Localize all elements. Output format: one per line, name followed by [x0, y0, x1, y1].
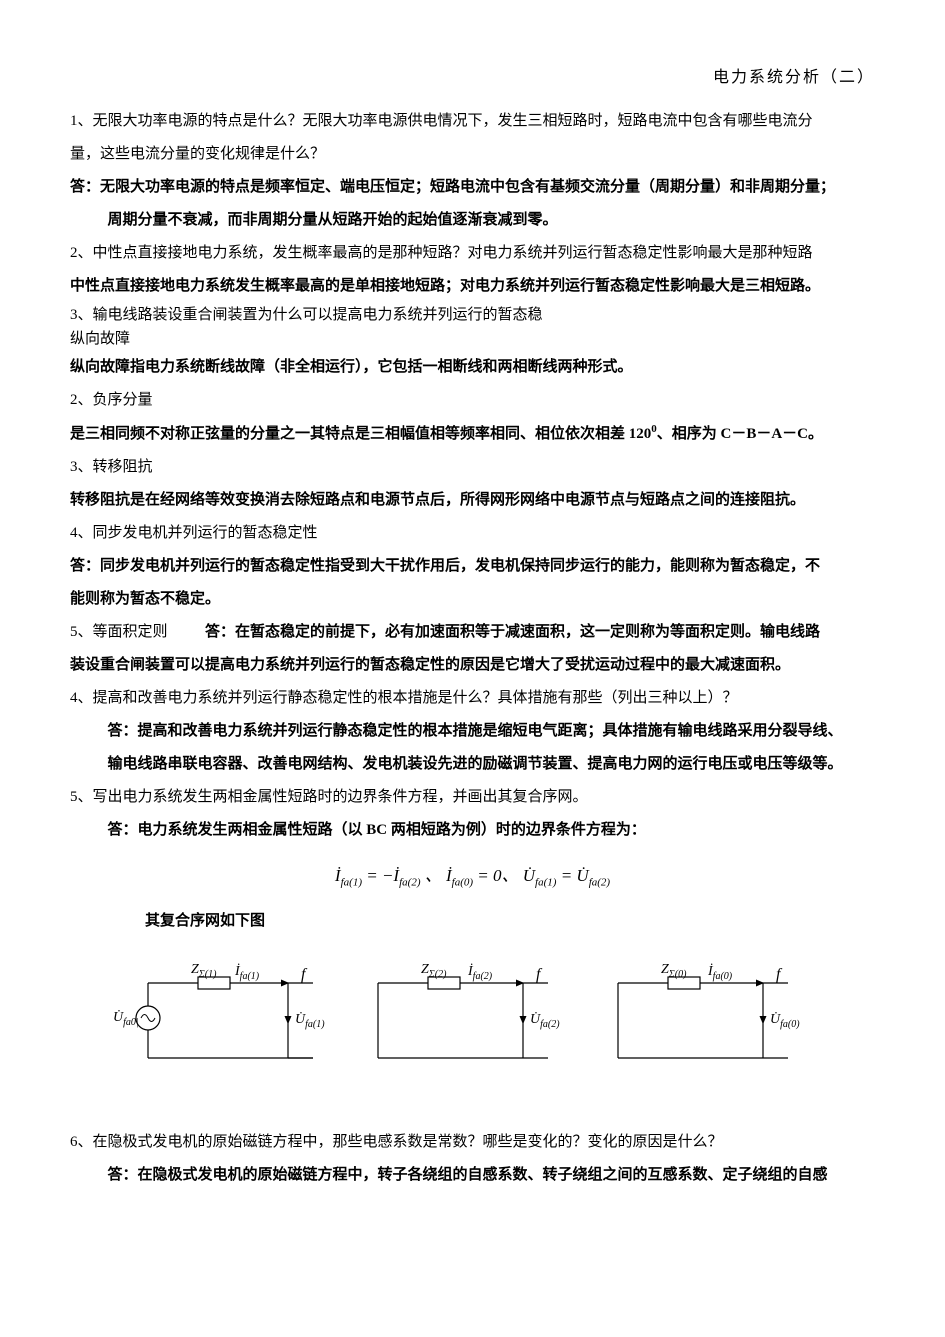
svg-text:İfa(1): İfa(1)	[234, 963, 260, 982]
q1-line2: 量，这些电流分量的变化规律是什么？	[70, 138, 875, 171]
formula-I1-sub: fa(1)	[341, 877, 362, 889]
formula-sep1: 、 İ	[425, 866, 452, 885]
q4-ans1: 答：提高和改善电力系统并列运行静态稳定性的根本措施是缩短电气距离；具体措施有输电…	[70, 715, 875, 748]
q4-line1: 4、提高和改善电力系统并列运行静态稳定性的根本措施是什么？具体措施有那些（列出三…	[70, 682, 875, 715]
q6-line1: 6、在隐极式发电机的原始磁链方程中，那些电感系数是常数？哪些是变化的？变化的原因…	[70, 1126, 875, 1159]
svg-text:ZΣ(1): ZΣ(1)	[191, 962, 217, 980]
def5-title-pre: 5、等面积定则	[70, 624, 168, 640]
svg-text:İfa(0): İfa(0)	[707, 963, 733, 982]
q6-ans1: 答：在隐极式发电机的原始磁链方程中，转子各绕组的自感系数、转子绕组之间的互感系数…	[70, 1159, 875, 1192]
q5-line1: 5、写出电力系统发生两相金属性短路时的边界条件方程，并画出其复合序网。	[70, 781, 875, 814]
def3-title: 3、转移阻抗	[70, 451, 875, 484]
net-positive: U̇fa0| ZΣ(1) İfa(1) f U̇fa(1)	[113, 962, 325, 1058]
def5-line1: 5、等面积定则 答：在暂态稳定的前提下，必有加速面积等于减速面积，这一定则称为等…	[70, 616, 875, 649]
formula-eq2: = U̇	[561, 866, 589, 885]
svg-text:ZΣ(2): ZΣ(2)	[421, 962, 447, 980]
q2-ans1: 中性点直接接地电力系统发生概率最高的是单相接地短路；对电力系统并列运行暂态稳定性…	[70, 270, 875, 303]
svg-text:ZΣ(0): ZΣ(0)	[661, 962, 687, 980]
svg-text:İfa(2): İfa(2)	[467, 963, 493, 982]
formula-sep2: = 0、 U̇	[477, 866, 535, 885]
def3-ans: 转移阻抗是在经网络等效变换消去除短路点和电源节点后，所得网形网络中电源节点与短路…	[70, 484, 875, 517]
svg-text:f: f	[301, 966, 308, 983]
svg-text:U̇fa(1): U̇fa(1)	[295, 1011, 325, 1030]
q1-ans2: 周期分量不衰减，而非周期分量从短路开始的起始值逐渐衰减到零。	[70, 204, 875, 237]
formula-I0-sub: fa(0)	[452, 877, 473, 889]
q3-line2: 纵向故障	[70, 327, 875, 351]
q3-line1: 3、输电线路装设重合闸装置为什么可以提高电力系统并列运行的暂态稳	[70, 303, 875, 327]
def2-ans: 是三相同频不对称正弦量的分量之一其特点是三相幅值相等频率相同、相位依次相差 12…	[70, 417, 875, 451]
formula-U2-sub: fa(2)	[589, 877, 610, 889]
q3-ans1: 纵向故障指电力系统断线故障（非全相运行），它包括一相断线和两相断线两种形式。	[70, 351, 875, 384]
formula-I2-sub: fa(2)	[399, 877, 420, 889]
def5-line2: 装设重合闸装置可以提高电力系统并列运行的暂态稳定性的原因是它增大了受扰运动过程中…	[70, 649, 875, 682]
svg-text:U̇fa(2): U̇fa(2)	[530, 1011, 560, 1030]
def2-ans-post: 、相序为 C－B－A－C。	[657, 426, 823, 442]
def5-title-mid: 答：在暂态稳定的前提下，必有加速面积等于减速面积，这一定则称为等面积定则。输电线…	[205, 624, 820, 640]
q4-ans2: 输电线路串联电容器、改善电网结构、发电机装设先进的励磁调节装置、提高电力网的运行…	[70, 748, 875, 781]
net-zero: ZΣ(0) İfa(0) f U̇fa(0)	[618, 962, 800, 1058]
net-negative: ZΣ(2) İfa(2) f U̇fa(2)	[378, 962, 560, 1058]
q2-line1: 2、中性点直接接地电力系统，发生概率最高的是那种短路？对电力系统并列运行暂态稳定…	[70, 237, 875, 270]
formula-eq1: = −İ	[366, 866, 399, 885]
sequence-network-diagram: U̇fa0| ZΣ(1) İfa(1) f U̇fa(1) ZΣ(2) İfa(…	[70, 953, 875, 1096]
def4-ans1: 答：同步发电机并列运行的暂态稳定性指受到大干扰作用后，发电机保持同步运行的能力，…	[70, 550, 875, 583]
q5-diag-label: 其复合序网如下图	[70, 905, 875, 938]
formula-U1-sub: fa(1)	[535, 877, 556, 889]
q1-ans1: 答：无限大功率电源的特点是频率恒定、端电压恒定；短路电流中包含有基频交流分量（周…	[70, 171, 875, 204]
def2-title: 2、负序分量	[70, 384, 875, 417]
def4-title: 4、同步发电机并列运行的暂态稳定性	[70, 517, 875, 550]
formula-block: İfa(1) = −İfa(2) 、 İfa(0) = 0、 U̇fa(1) =…	[70, 857, 875, 895]
svg-text:U̇fa(0): U̇fa(0)	[770, 1011, 800, 1030]
def4-ans2: 能则称为暂态不稳定。	[70, 583, 875, 616]
svg-text:U̇fa0|: U̇fa0|	[113, 1009, 139, 1028]
q1-line1: 1、无限大功率电源的特点是什么？无限大功率电源供电情况下，发生三相短路时，短路电…	[70, 105, 875, 138]
def2-ans-pre: 是三相同频不对称正弦量的分量之一其特点是三相幅值相等频率相同、相位依次相差 12…	[70, 426, 651, 442]
q5-ans1: 答：电力系统发生两相金属性短路（以 BC 两相短路为例）时的边界条件方程为：	[70, 814, 875, 847]
header-title: 电力系统分析（二）	[70, 60, 875, 95]
svg-text:f: f	[776, 966, 783, 983]
svg-text:f: f	[536, 966, 543, 983]
